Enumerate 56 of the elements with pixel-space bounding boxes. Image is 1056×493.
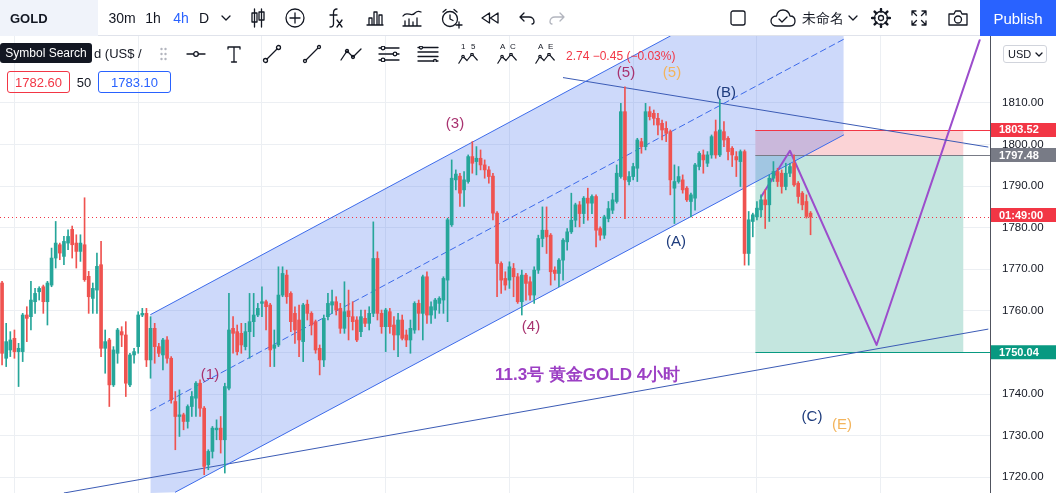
y-tick-label: 1790.00 [1002, 179, 1044, 192]
annotation: 1782.60 [15, 74, 62, 90]
candlestick [272, 329, 277, 367]
annotation: Symbol Search [5, 46, 87, 60]
annotation: 1 [461, 42, 466, 51]
annotation: (B) [716, 82, 736, 100]
text: USD [1008, 47, 1032, 60]
annotation: (3) [445, 113, 465, 131]
annotation: (1) [200, 364, 220, 382]
price-box: 1782.60 [7, 71, 70, 93]
annotation: (5) [616, 62, 636, 80]
annotation: (A) [666, 231, 686, 249]
annotation: 11.3号 黄金GOLD 4小时 [495, 364, 681, 384]
annotation: (4) [521, 316, 541, 334]
candlestick [585, 187, 590, 221]
text: 未命名 [802, 10, 844, 26]
countdown-label: 01:49:00 [991, 208, 1056, 222]
text: 1h [145, 10, 161, 26]
y-tick-label: 1800.00 [1002, 137, 1044, 150]
candlestick [103, 329, 108, 374]
candlestick [260, 286, 264, 318]
annotation: 1783.10 [111, 74, 158, 90]
ref-line-label: 1803.52 [999, 123, 1039, 136]
text: 30m [108, 10, 136, 26]
candlestick [24, 306, 29, 342]
annotation: d (US$ / [94, 45, 142, 61]
y-tick-label: 1780.00 [1002, 220, 1044, 233]
annotation: A [500, 42, 506, 51]
y-tick-label: 1770.00 [1002, 262, 1044, 275]
text: D [198, 10, 210, 26]
y-tick-label: 1760.00 [1002, 304, 1044, 317]
annotation: 2.74 −0.45 (−0.03%) [566, 49, 676, 63]
annotation: (C) [801, 406, 823, 424]
candlestick [701, 149, 706, 174]
candlestick [231, 316, 235, 354]
ref-line-label: 1797.48 [999, 148, 1039, 161]
tooltip: Symbol Search [0, 43, 92, 63]
y-tick-label: 1740.00 [1002, 387, 1044, 400]
annotation: (E) [832, 414, 852, 432]
price-box: 1783.10 [98, 71, 171, 93]
symbol-field: GOLD [0, 0, 98, 36]
publish-button: Publish [980, 0, 1056, 36]
annotation: 50 [76, 74, 92, 90]
y-tick-label: 1720.00 [1002, 470, 1044, 483]
annotation: C [510, 42, 516, 51]
y-tick-label: 1730.00 [1002, 428, 1044, 441]
text: 4h [173, 10, 189, 26]
annotation: (5) [662, 62, 682, 80]
y-tick-label: 1810.00 [1002, 96, 1044, 109]
candlestick [251, 293, 256, 337]
ref-line-label: 1750.04 [999, 345, 1040, 358]
annotation: A [538, 42, 544, 51]
annotation: E [548, 42, 554, 51]
candlestick [763, 189, 768, 229]
annotation: 5 [471, 42, 476, 51]
candlestick [470, 141, 475, 174]
